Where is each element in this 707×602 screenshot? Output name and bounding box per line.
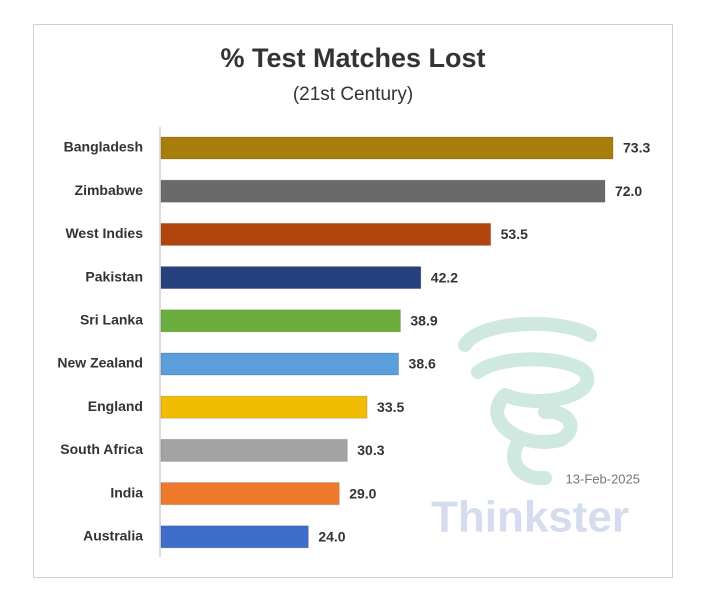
bar	[160, 438, 348, 462]
value-label: 29.0	[349, 485, 376, 501]
bar	[160, 136, 614, 160]
y-tick-label: England	[88, 398, 143, 414]
bar	[160, 395, 368, 419]
date: 13-Feb-2025	[566, 471, 640, 486]
watermark: Thinkster	[431, 493, 629, 542]
value-label: 33.5	[377, 399, 404, 415]
chart-subtitle: (21st Century)	[293, 84, 413, 105]
logo	[458, 316, 597, 486]
bar	[160, 482, 340, 506]
value-label: 42.2	[431, 269, 458, 285]
bar	[160, 309, 401, 333]
bar	[160, 266, 422, 290]
value-label: 38.6	[409, 356, 436, 372]
value-label: 24.0	[318, 529, 345, 545]
y-tick-label: Australia	[83, 528, 143, 544]
y-tick-label: West Indies	[65, 225, 143, 241]
value-label: 53.5	[501, 226, 528, 242]
chart-title: % Test Matches Lost	[220, 43, 485, 73]
value-label: 30.3	[357, 442, 384, 458]
bar	[160, 525, 309, 549]
y-tick-label: New Zealand	[57, 355, 143, 371]
y-tick-label: Sri Lanka	[80, 312, 143, 328]
y-tick-label: India	[110, 484, 143, 500]
y-tick-label: South Africa	[60, 441, 143, 457]
chart-frame	[33, 24, 673, 578]
y-tick-label: Zimbabwe	[75, 182, 144, 198]
bar	[160, 352, 400, 376]
value-label: 38.9	[410, 313, 437, 329]
bar	[160, 222, 492, 246]
bar	[160, 179, 606, 203]
y-tick-label: Pakistan	[85, 268, 143, 284]
value-label: 72.0	[615, 183, 642, 199]
value-label: 73.3	[623, 140, 650, 156]
y-tick-label: Bangladesh	[64, 139, 143, 155]
